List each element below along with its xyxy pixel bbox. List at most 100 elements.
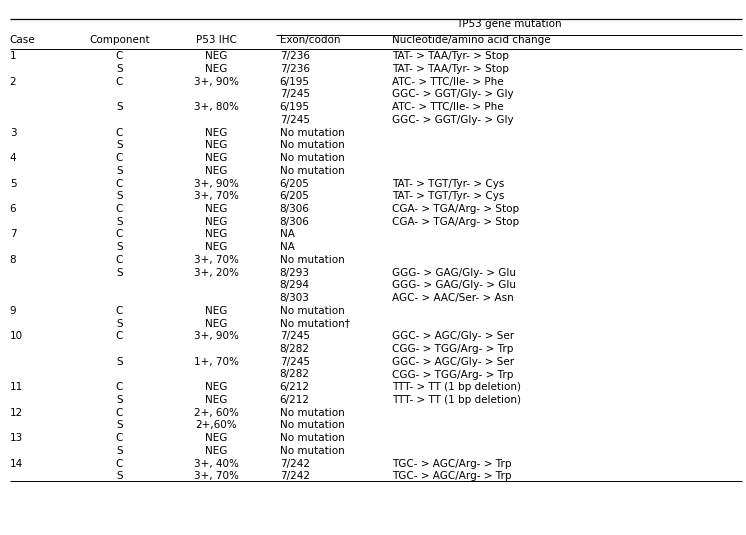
Text: 8/306: 8/306 <box>280 204 310 214</box>
Text: S: S <box>116 191 122 201</box>
Text: C: C <box>116 127 123 137</box>
Text: NEG: NEG <box>205 318 228 328</box>
Text: TAT- > TAA/Tyr- > Stop: TAT- > TAA/Tyr- > Stop <box>392 51 509 61</box>
Text: C: C <box>116 408 123 418</box>
Text: 7/236: 7/236 <box>280 51 310 61</box>
Text: 8: 8 <box>10 255 16 265</box>
Text: 7/245: 7/245 <box>280 89 310 100</box>
Text: NEG: NEG <box>205 395 228 405</box>
Text: No mutation: No mutation <box>280 140 345 150</box>
Text: CGA- > TGA/Arg- > Stop: CGA- > TGA/Arg- > Stop <box>392 204 518 214</box>
Text: CGG- > TGG/Arg- > Trp: CGG- > TGG/Arg- > Trp <box>392 344 513 354</box>
Text: C: C <box>116 382 123 392</box>
Text: 10: 10 <box>10 331 23 341</box>
Text: No mutation: No mutation <box>280 408 345 418</box>
Text: Component: Component <box>89 35 150 45</box>
Text: P53 IHC: P53 IHC <box>196 35 236 45</box>
Text: S: S <box>116 140 122 150</box>
Text: 7/245: 7/245 <box>280 115 310 125</box>
Text: NA: NA <box>280 230 295 240</box>
Text: NEG: NEG <box>205 217 228 227</box>
Text: S: S <box>116 102 122 112</box>
Text: 9: 9 <box>10 306 16 316</box>
Text: C: C <box>116 179 123 188</box>
Text: 1+, 70%: 1+, 70% <box>194 357 239 367</box>
Text: S: S <box>116 421 122 431</box>
Text: No mutation†: No mutation† <box>280 318 350 328</box>
Text: 8/282: 8/282 <box>280 370 310 379</box>
Text: 3+, 90%: 3+, 90% <box>194 77 239 87</box>
Text: NEG: NEG <box>205 433 228 443</box>
Text: 3+, 90%: 3+, 90% <box>194 331 239 341</box>
Text: C: C <box>116 331 123 341</box>
Text: S: S <box>116 166 122 176</box>
Text: 2+,60%: 2+,60% <box>195 421 237 431</box>
Text: 7/236: 7/236 <box>280 64 310 74</box>
Text: S: S <box>116 318 122 328</box>
Text: 3+, 70%: 3+, 70% <box>194 471 239 482</box>
Text: 6/212: 6/212 <box>280 395 310 405</box>
Text: 5: 5 <box>10 179 16 188</box>
Text: NEG: NEG <box>205 382 228 392</box>
Text: Nucleotide/amino acid change: Nucleotide/amino acid change <box>392 35 551 45</box>
Text: No mutation: No mutation <box>280 166 345 176</box>
Text: 3+, 70%: 3+, 70% <box>194 191 239 201</box>
Text: No mutation: No mutation <box>280 421 345 431</box>
Text: S: S <box>116 357 122 367</box>
Text: 3+, 70%: 3+, 70% <box>194 255 239 265</box>
Text: 3+, 20%: 3+, 20% <box>194 268 239 278</box>
Text: 6/205: 6/205 <box>280 179 310 188</box>
Text: CGG- > TGG/Arg- > Trp: CGG- > TGG/Arg- > Trp <box>392 370 513 379</box>
Text: 8/306: 8/306 <box>280 217 310 227</box>
Text: S: S <box>116 446 122 456</box>
Text: No mutation: No mutation <box>280 446 345 456</box>
Text: NEG: NEG <box>205 127 228 137</box>
Text: No mutation: No mutation <box>280 255 345 265</box>
Text: 3+, 40%: 3+, 40% <box>194 458 239 469</box>
Text: S: S <box>116 217 122 227</box>
Text: TTT- > TT (1 bp deletion): TTT- > TT (1 bp deletion) <box>392 382 521 392</box>
Text: TP53 gene mutation: TP53 gene mutation <box>457 19 562 29</box>
Text: No mutation: No mutation <box>280 153 345 163</box>
Text: 13: 13 <box>10 433 23 443</box>
Text: 11: 11 <box>10 382 23 392</box>
Text: TGC- > AGC/Arg- > Trp: TGC- > AGC/Arg- > Trp <box>392 471 511 482</box>
Text: No mutation: No mutation <box>280 433 345 443</box>
Text: 7/242: 7/242 <box>280 471 310 482</box>
Text: TGC- > AGC/Arg- > Trp: TGC- > AGC/Arg- > Trp <box>392 458 511 469</box>
Text: 7/245: 7/245 <box>280 357 310 367</box>
Text: CGA- > TGA/Arg- > Stop: CGA- > TGA/Arg- > Stop <box>392 217 518 227</box>
Text: GGG- > GAG/Gly- > Glu: GGG- > GAG/Gly- > Glu <box>392 268 515 278</box>
Text: NEG: NEG <box>205 230 228 240</box>
Text: No mutation: No mutation <box>280 306 345 316</box>
Text: GGC- > AGC/Gly- > Ser: GGC- > AGC/Gly- > Ser <box>392 331 514 341</box>
Text: 8/282: 8/282 <box>280 344 310 354</box>
Text: S: S <box>116 471 122 482</box>
Text: GGC- > AGC/Gly- > Ser: GGC- > AGC/Gly- > Ser <box>392 357 514 367</box>
Text: 3+, 90%: 3+, 90% <box>194 179 239 188</box>
Text: NEG: NEG <box>205 140 228 150</box>
Text: NEG: NEG <box>205 204 228 214</box>
Text: 2: 2 <box>10 77 16 87</box>
Text: 6/195: 6/195 <box>280 102 310 112</box>
Text: Case: Case <box>10 35 35 45</box>
Text: C: C <box>116 51 123 61</box>
Text: 7: 7 <box>10 230 16 240</box>
Text: Exon/codon: Exon/codon <box>280 35 340 45</box>
Text: NEG: NEG <box>205 242 228 252</box>
Text: TTT- > TT (1 bp deletion): TTT- > TT (1 bp deletion) <box>392 395 521 405</box>
Text: TAT- > TGT/Tyr- > Cys: TAT- > TGT/Tyr- > Cys <box>392 191 504 201</box>
Text: 2+, 60%: 2+, 60% <box>194 408 239 418</box>
Text: NEG: NEG <box>205 64 228 74</box>
Text: 7/245: 7/245 <box>280 331 310 341</box>
Text: C: C <box>116 458 123 469</box>
Text: S: S <box>116 64 122 74</box>
Text: No mutation: No mutation <box>280 127 345 137</box>
Text: 8/294: 8/294 <box>280 280 310 291</box>
Text: 6: 6 <box>10 204 16 214</box>
Text: C: C <box>116 230 123 240</box>
Text: C: C <box>116 153 123 163</box>
Text: ATC- > TTC/Ile- > Phe: ATC- > TTC/Ile- > Phe <box>392 77 504 87</box>
Text: GGG- > GAG/Gly- > Glu: GGG- > GAG/Gly- > Glu <box>392 280 515 291</box>
Text: S: S <box>116 268 122 278</box>
